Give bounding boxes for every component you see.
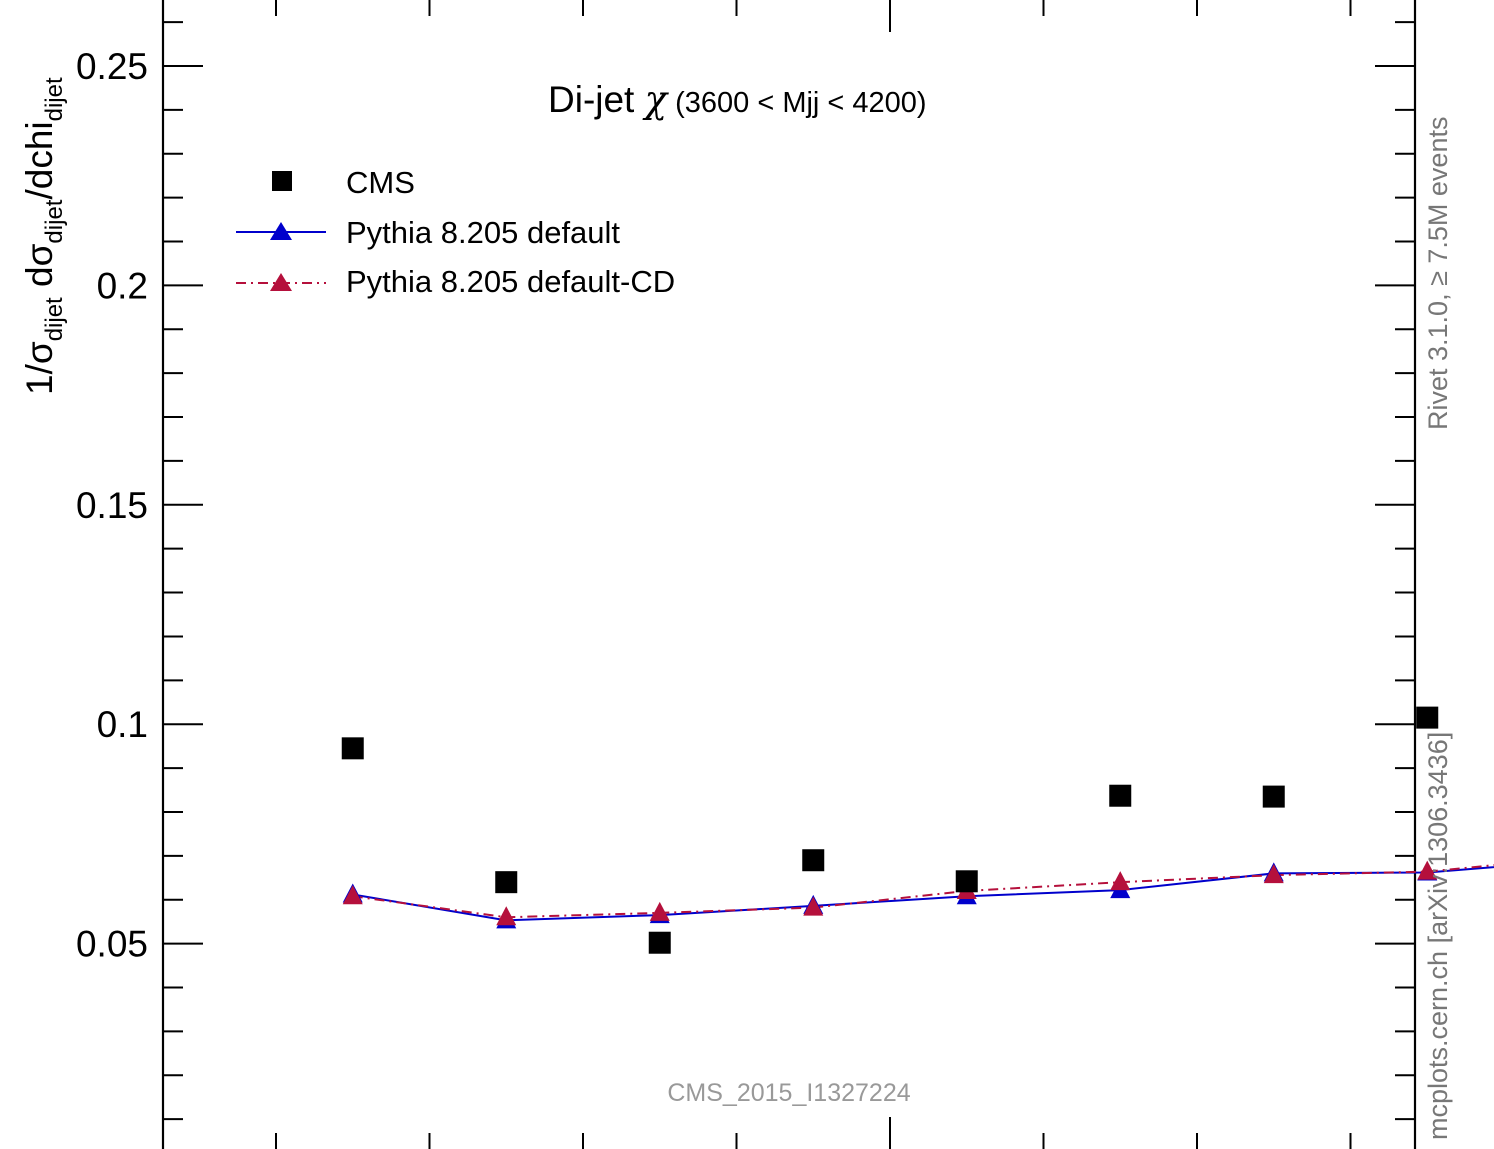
legend-label-default-cd: Pythia 8.205 default-CD <box>346 264 675 299</box>
cms-data-point <box>648 931 671 954</box>
cms-data-point <box>1262 785 1285 808</box>
cms-data-point <box>495 871 518 894</box>
chart-title: Di-jet χ (3600 < Mjj < 4200) <box>548 78 927 121</box>
ylabel-part3: /dchi <box>19 121 60 199</box>
cms-data-point <box>802 849 825 872</box>
y-axis-label: 1/σdijet dσdijet/dchidijet <box>19 77 68 395</box>
pythia-default-cd-point <box>1263 864 1284 884</box>
legend-marker-default-cd <box>270 273 292 291</box>
y-tick-label: 0.05 <box>76 924 148 965</box>
analysis-annotation: CMS_2015_I1327224 <box>667 1079 910 1107</box>
pythia-default-cd-point <box>649 901 670 921</box>
legend: CMS Pythia 8.205 default Pythia 8.205 de… <box>236 165 675 299</box>
cms-data-point <box>1109 784 1132 807</box>
series-line-1 <box>352 866 1494 922</box>
series-line-2 <box>352 864 1494 919</box>
pythia-default-cd-point <box>496 906 517 926</box>
legend-label-cms: CMS <box>346 165 415 200</box>
ylabel-sub3: dijet <box>41 77 68 121</box>
axis-ticks <box>163 0 1415 1149</box>
legend-label-default: Pythia 8.205 default <box>346 215 620 250</box>
title-range: (3600 < Mjj < 4200) <box>667 87 927 119</box>
title-chi: χ <box>642 78 670 121</box>
pythia-default-cd-point <box>803 896 824 916</box>
ylabel-sub1: dijet <box>41 297 68 341</box>
y-tick-labels: 0.05 0.1 0.15 0.2 0.25 0 <box>76 46 148 1149</box>
series-lines <box>352 864 1494 922</box>
y-tick-label: 0 <box>127 1143 148 1149</box>
y-tick-label: 0.25 <box>76 46 148 87</box>
side-label-mcplots: mcplots.cern.ch [arXiv:1306.3436] <box>1423 732 1453 1140</box>
legend-marker-cms <box>272 171 292 191</box>
y-tick-label: 0.2 <box>97 265 148 306</box>
y-tick-label: 0.1 <box>97 704 148 745</box>
pythia-default-cd-point <box>342 885 363 905</box>
cms-data-point <box>955 870 978 893</box>
ylabel-part2: dσ <box>19 243 60 297</box>
side-label-rivet: Rivet 3.1.0, ≥ 7.5M events <box>1423 117 1453 430</box>
cms-data-point <box>341 737 364 760</box>
legend-marker-default <box>270 222 292 240</box>
pythia-default-cd-point <box>1417 860 1438 880</box>
pythia-default-cd-point <box>1110 871 1131 891</box>
ylabel-part1: 1/σ <box>19 341 60 395</box>
title-main: Di-jet <box>548 79 645 120</box>
y-tick-label: 0.15 <box>76 485 148 526</box>
ylabel-sub2: dijet <box>41 199 68 243</box>
plot-frame <box>161 0 1417 1149</box>
cms-data-point <box>1416 706 1439 729</box>
series-markers <box>341 706 1439 954</box>
